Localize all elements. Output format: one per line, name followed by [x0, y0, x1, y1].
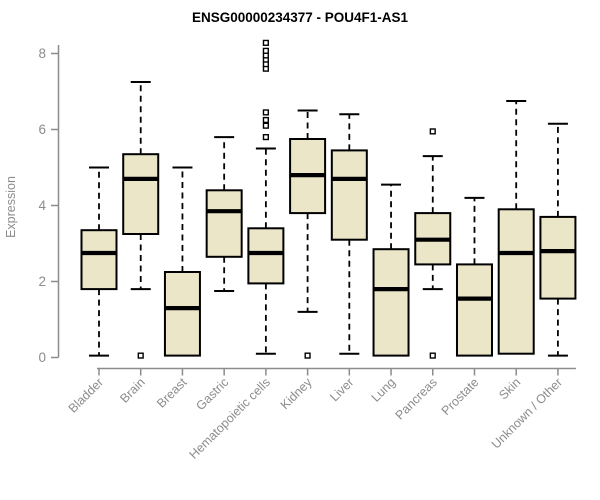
- iqr-box: [205, 189, 243, 258]
- x-category-label: Skin: [496, 375, 523, 402]
- x-category-label: Pancreas: [393, 375, 440, 422]
- box-group-bladder: [80, 166, 118, 357]
- x-category-label: Unknown / Other: [489, 375, 565, 451]
- x-category-label: Gastric: [193, 375, 231, 413]
- x-category-label: Lung: [369, 375, 399, 405]
- box-group-skin: [497, 100, 535, 355]
- iqr-box: [80, 229, 118, 291]
- y-tick-label: 8: [38, 46, 46, 61]
- box-group-lung: [372, 183, 410, 357]
- iqr-box: [122, 153, 160, 235]
- y-axis-title: Expression: [4, 176, 18, 238]
- box-group-kidney: [289, 109, 327, 359]
- outlier-point: [262, 109, 269, 116]
- y-tick-label: 2: [38, 274, 46, 289]
- iqr-box: [163, 271, 201, 357]
- x-category-label: Prostate: [439, 375, 482, 418]
- box-group-brain: [122, 81, 160, 359]
- outlier-point: [137, 352, 144, 359]
- outlier-point: [262, 39, 269, 46]
- y-tick-label: 4: [38, 198, 46, 213]
- outlier-point: [262, 47, 269, 54]
- outlier-point: [429, 128, 436, 135]
- chart-title: ENSG00000234377 - POU4F1-AS1: [191, 10, 409, 25]
- box-group-breast: [163, 166, 201, 357]
- box-group-prostate: [455, 196, 493, 357]
- box-group-unknown-other: [539, 122, 577, 357]
- y-tick-label: 0: [38, 350, 46, 365]
- x-category-label: Hematopoietic cells: [186, 375, 273, 462]
- outlier-point: [262, 122, 269, 129]
- iqr-box: [330, 149, 368, 241]
- iqr-box: [497, 208, 535, 355]
- outlier-point: [429, 352, 436, 359]
- outlier-point: [262, 133, 269, 141]
- x-category-label: Breast: [154, 375, 190, 411]
- iqr-box: [455, 263, 493, 357]
- iqr-box: [372, 248, 410, 357]
- box-group-pancreas: [414, 128, 452, 359]
- x-category-label: Bladder: [66, 375, 106, 415]
- iqr-box: [539, 215, 577, 300]
- x-category-label: Brain: [117, 375, 148, 406]
- box-group-hematopoietic-cells: [247, 39, 285, 355]
- x-category-label: Kidney: [278, 375, 315, 412]
- box-group-liver: [330, 113, 368, 355]
- outlier-point: [262, 116, 269, 124]
- iqr-box: [247, 227, 285, 285]
- x-category-label: Liver: [327, 375, 356, 404]
- outlier-point: [304, 352, 311, 359]
- box-group-gastric: [205, 136, 243, 292]
- y-tick-label: 6: [38, 122, 46, 137]
